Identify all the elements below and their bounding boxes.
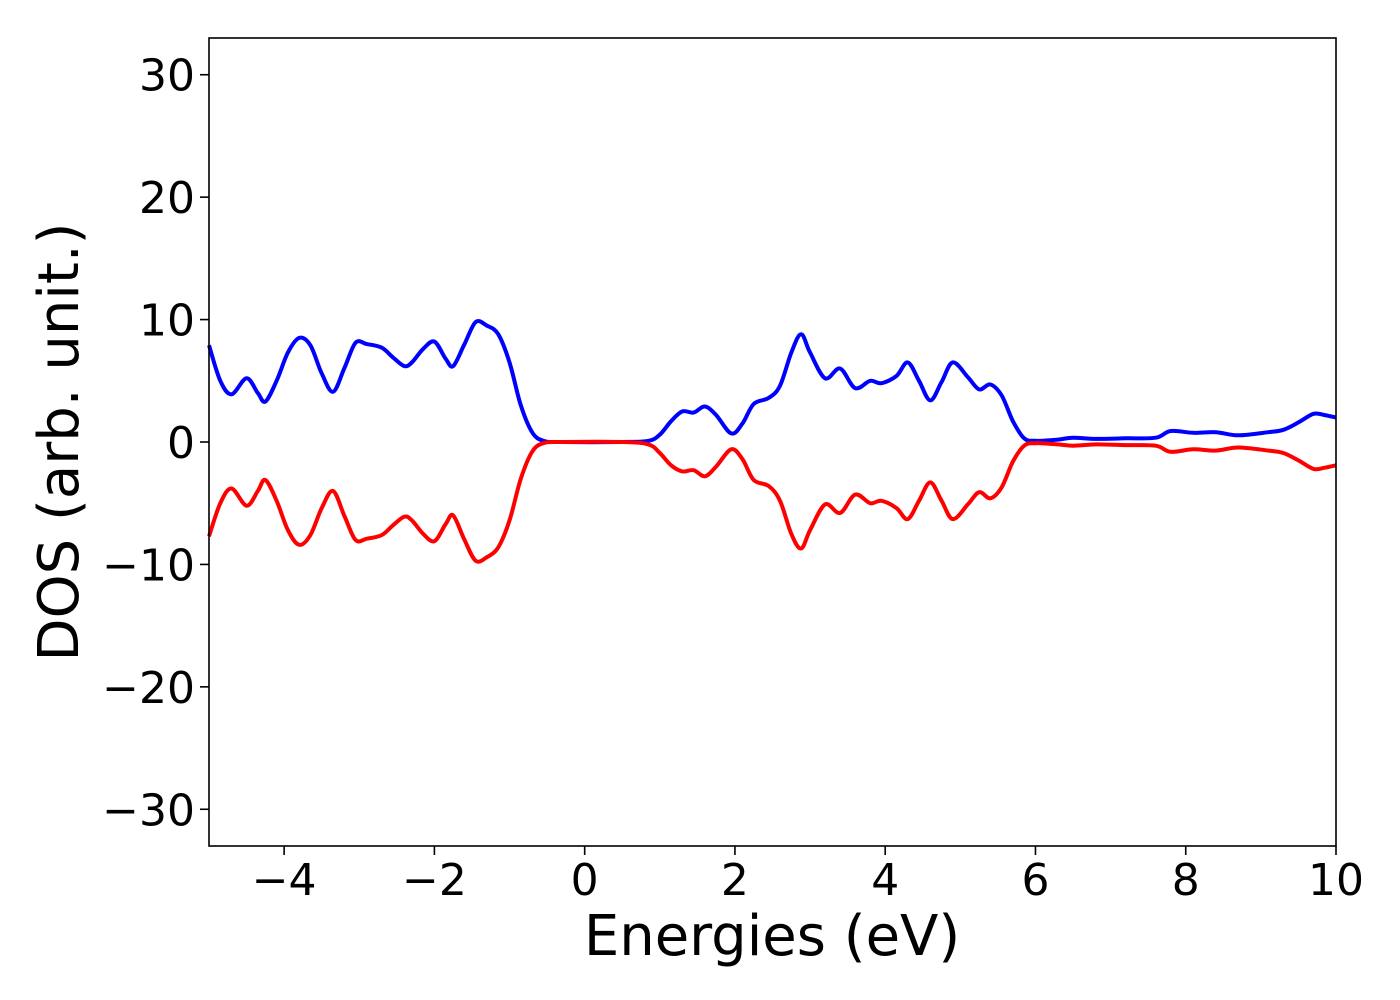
x-tick-label: −4	[252, 855, 317, 906]
y-tick-label: −10	[102, 540, 195, 591]
plot-area	[209, 38, 1336, 846]
y-tick-label: 10	[139, 296, 195, 347]
y-tick-label: −20	[102, 663, 195, 714]
series-line-blue	[207, 319, 1337, 445]
x-tick-label: 0	[571, 855, 599, 906]
x-tick-label: −2	[402, 855, 467, 906]
y-axis-title: DOS (arb. unit.)	[27, 222, 92, 661]
series-layer	[207, 319, 1337, 564]
x-tick-label: 2	[721, 855, 749, 906]
x-axis-title: Energies (eV)	[584, 904, 960, 969]
y-tick-label: 30	[139, 51, 195, 102]
y-tick-label: −30	[102, 785, 195, 836]
x-tick-label: 8	[1172, 855, 1200, 906]
y-tick-label: 0	[167, 418, 195, 469]
y-tick-label: 20	[139, 173, 195, 224]
y-axis: 30 20 10 0 −10 −20 −30	[102, 51, 209, 836]
x-tick-label: 4	[871, 855, 899, 906]
x-tick-label: 6	[1021, 855, 1049, 906]
x-tick-label: 10	[1308, 855, 1364, 906]
x-axis: −4 −2 0 2 4 6 8 10	[252, 846, 1364, 906]
series-line-red	[207, 439, 1337, 564]
